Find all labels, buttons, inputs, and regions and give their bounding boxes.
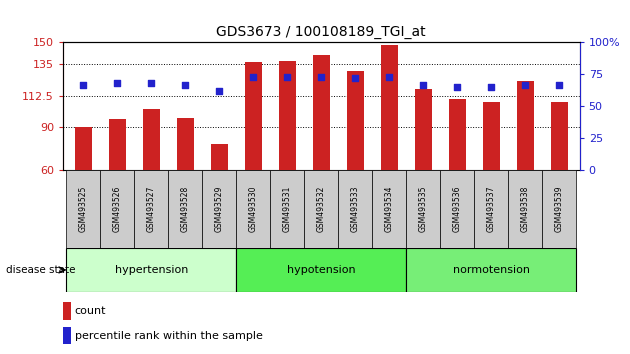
Bar bbox=[372, 170, 406, 248]
Title: GDS3673 / 100108189_TGI_at: GDS3673 / 100108189_TGI_at bbox=[217, 25, 426, 39]
Bar bbox=[143, 109, 160, 170]
Point bbox=[418, 82, 428, 87]
Point bbox=[112, 80, 122, 86]
Text: hypotension: hypotension bbox=[287, 265, 355, 275]
Point bbox=[452, 84, 462, 90]
Text: disease state: disease state bbox=[6, 265, 76, 275]
Point bbox=[214, 88, 224, 94]
Bar bbox=[449, 99, 466, 170]
Bar bbox=[66, 170, 100, 248]
Text: GSM493532: GSM493532 bbox=[317, 185, 326, 232]
Bar bbox=[304, 170, 338, 248]
Bar bbox=[440, 170, 474, 248]
Bar bbox=[474, 170, 508, 248]
Text: count: count bbox=[75, 306, 106, 316]
Bar bbox=[406, 248, 576, 292]
Text: normotension: normotension bbox=[453, 265, 530, 275]
Bar bbox=[542, 170, 576, 248]
Text: GSM493525: GSM493525 bbox=[79, 185, 88, 232]
Bar bbox=[517, 81, 534, 170]
Bar bbox=[313, 55, 329, 170]
Bar bbox=[338, 170, 372, 248]
Text: GSM493537: GSM493537 bbox=[487, 185, 496, 232]
Point bbox=[554, 82, 564, 87]
Bar bbox=[109, 119, 126, 170]
Bar bbox=[270, 170, 304, 248]
Bar bbox=[211, 144, 228, 170]
Point bbox=[316, 74, 326, 80]
Text: GSM493528: GSM493528 bbox=[181, 186, 190, 232]
Bar bbox=[236, 248, 406, 292]
Text: GSM493536: GSM493536 bbox=[453, 185, 462, 232]
Bar bbox=[134, 170, 168, 248]
Bar bbox=[245, 62, 262, 170]
Point bbox=[248, 74, 258, 80]
Bar bbox=[66, 248, 236, 292]
Point bbox=[350, 75, 360, 81]
Bar bbox=[75, 127, 92, 170]
Text: hypertension: hypertension bbox=[115, 265, 188, 275]
Text: GSM493533: GSM493533 bbox=[351, 185, 360, 232]
Bar bbox=[551, 102, 568, 170]
Bar bbox=[168, 170, 202, 248]
Bar bbox=[406, 170, 440, 248]
Point bbox=[520, 82, 530, 87]
Point bbox=[180, 82, 190, 87]
Bar bbox=[346, 71, 364, 170]
Point bbox=[146, 80, 156, 86]
Text: GSM493531: GSM493531 bbox=[283, 185, 292, 232]
Text: GSM493538: GSM493538 bbox=[521, 185, 530, 232]
Bar bbox=[415, 89, 432, 170]
Text: percentile rank within the sample: percentile rank within the sample bbox=[75, 331, 263, 341]
Bar bbox=[177, 118, 194, 170]
Text: GSM493534: GSM493534 bbox=[385, 185, 394, 232]
Bar bbox=[63, 327, 71, 344]
Point bbox=[78, 82, 88, 87]
Bar bbox=[279, 61, 296, 170]
Bar bbox=[100, 170, 134, 248]
Text: GSM493539: GSM493539 bbox=[554, 185, 564, 232]
Bar bbox=[483, 102, 500, 170]
Point bbox=[486, 84, 496, 90]
Text: GSM493527: GSM493527 bbox=[147, 185, 156, 232]
Point bbox=[384, 74, 394, 80]
Bar bbox=[381, 45, 398, 170]
Bar bbox=[236, 170, 270, 248]
Bar bbox=[508, 170, 542, 248]
Text: GSM493529: GSM493529 bbox=[215, 185, 224, 232]
Point bbox=[282, 74, 292, 80]
Text: GSM493530: GSM493530 bbox=[249, 185, 258, 232]
Text: GSM493535: GSM493535 bbox=[419, 185, 428, 232]
Text: GSM493526: GSM493526 bbox=[113, 185, 122, 232]
Bar bbox=[202, 170, 236, 248]
Bar bbox=[63, 302, 71, 320]
